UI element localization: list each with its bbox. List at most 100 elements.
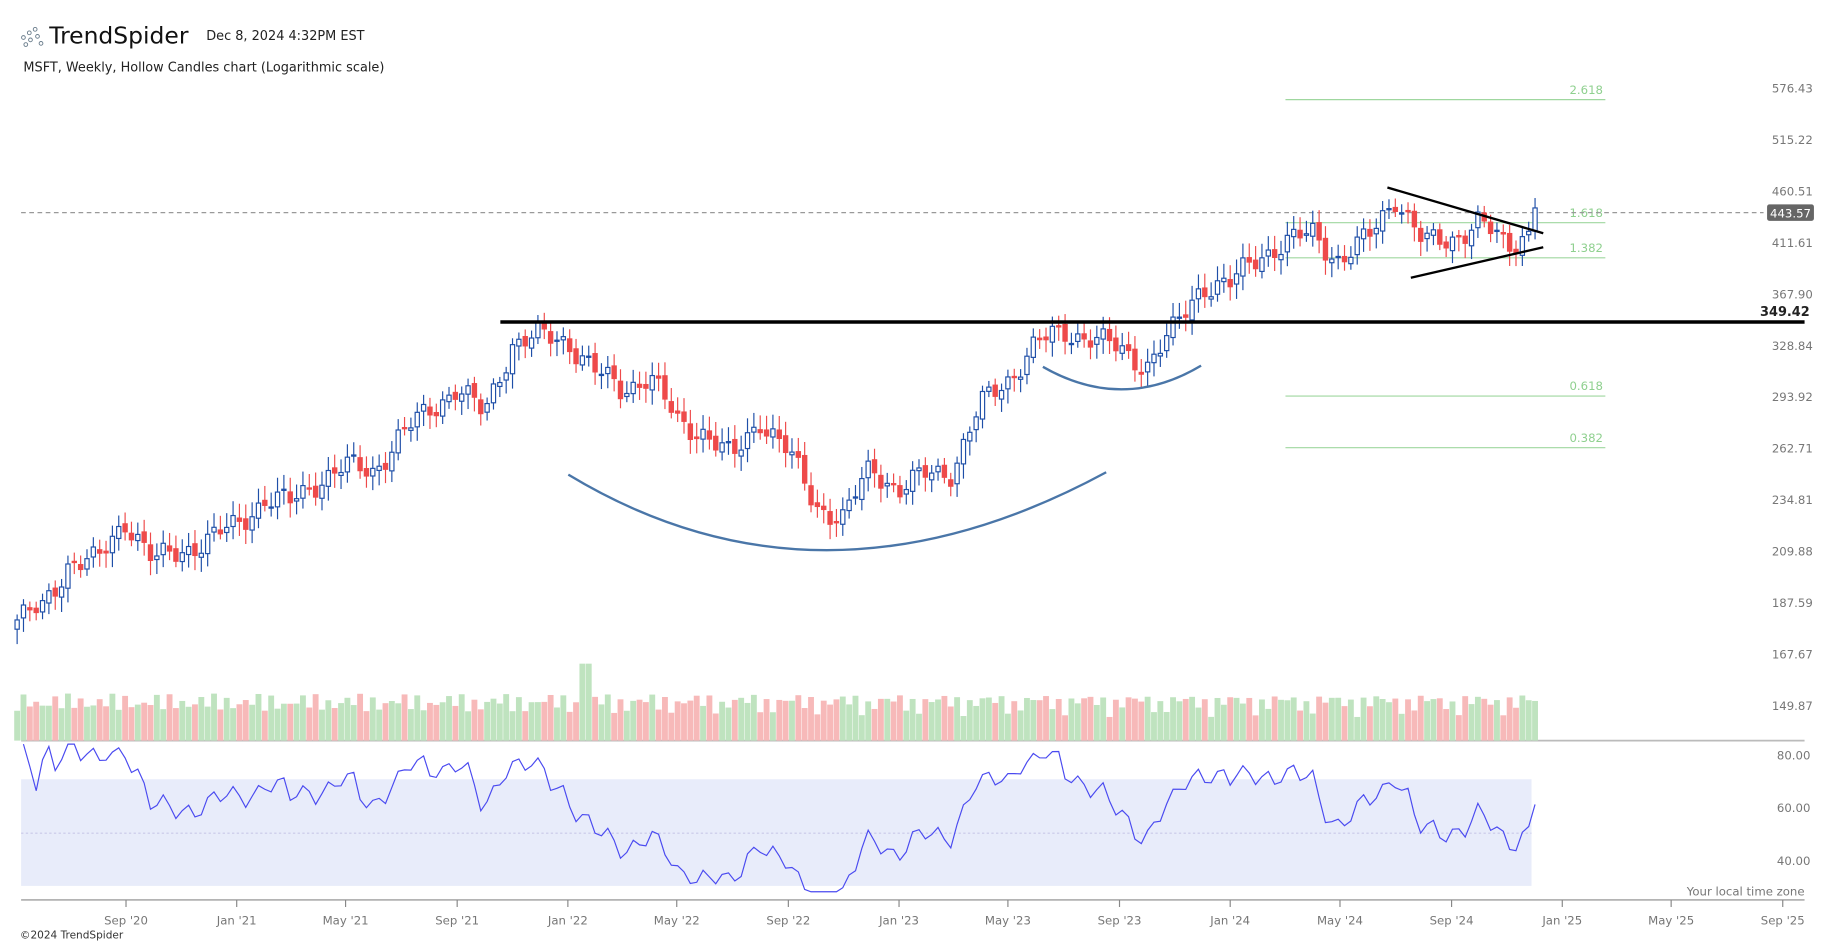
candle-body xyxy=(109,535,116,554)
volume-bar xyxy=(1151,712,1157,741)
candle-body xyxy=(1144,361,1151,373)
volume-bar xyxy=(731,699,738,741)
volume-bar xyxy=(471,699,478,741)
candle xyxy=(605,356,611,389)
candle-body xyxy=(1049,325,1056,343)
candle-body xyxy=(84,558,90,570)
volume-bar xyxy=(344,697,351,741)
candle xyxy=(389,441,395,483)
volume-bar xyxy=(1468,704,1475,741)
candle xyxy=(249,502,255,544)
price-tick-label: 187.59 xyxy=(1772,596,1813,610)
volume-bar xyxy=(414,695,421,741)
candle-body xyxy=(236,517,243,522)
candle-body xyxy=(547,331,554,344)
candle-body xyxy=(1189,299,1195,321)
candle xyxy=(808,472,814,513)
candle xyxy=(732,425,738,468)
volume-bar xyxy=(388,701,395,741)
volume-bar xyxy=(1112,699,1119,741)
candle xyxy=(414,402,420,441)
volume-bar xyxy=(1379,699,1386,741)
candle-body xyxy=(1271,249,1278,259)
candle-body xyxy=(122,523,128,533)
volume-bar xyxy=(134,704,141,741)
candle xyxy=(1195,274,1202,313)
handle-arc[interactable] xyxy=(1042,364,1202,391)
volume-bar xyxy=(623,710,630,741)
candle-body xyxy=(865,460,871,479)
candle xyxy=(1233,259,1240,299)
volume-bar xyxy=(1398,713,1405,741)
candle xyxy=(776,415,782,453)
candle xyxy=(58,578,65,612)
candle-body xyxy=(808,485,814,506)
candle-body xyxy=(859,477,865,501)
candle-body xyxy=(300,485,306,499)
volume-bar xyxy=(1386,702,1392,741)
candle xyxy=(941,457,948,484)
candle xyxy=(262,485,268,512)
volume-bar xyxy=(325,700,332,741)
candle xyxy=(33,601,39,621)
timestamp: Dec 8, 2024 4:32PM EST xyxy=(206,29,364,44)
candle-body xyxy=(135,533,141,542)
cup-arc[interactable] xyxy=(567,471,1107,552)
candle-body xyxy=(471,383,478,398)
volume-bar xyxy=(1252,715,1259,741)
volume-bar xyxy=(1049,709,1056,741)
volume-bar xyxy=(26,706,33,741)
candle xyxy=(1468,223,1475,260)
volume-bar xyxy=(223,697,230,741)
candle-body xyxy=(821,505,827,511)
candle xyxy=(1030,328,1037,364)
volume-bar xyxy=(192,704,198,741)
candle-body xyxy=(738,449,744,457)
volume-bar xyxy=(642,702,649,741)
volume-bar xyxy=(490,698,497,741)
price-tick-label: 209.88 xyxy=(1772,544,1813,558)
volume-bar xyxy=(1036,700,1043,741)
price-tick-label: 411.61 xyxy=(1772,236,1813,250)
volume-bar xyxy=(261,710,268,741)
candle xyxy=(109,525,116,568)
time-tick-label: May '25 xyxy=(1648,914,1694,928)
volume-bar xyxy=(1354,716,1361,741)
candle-body xyxy=(312,485,319,498)
volume-bar xyxy=(1525,700,1532,741)
candle-body xyxy=(338,471,344,476)
candle xyxy=(1329,247,1335,278)
volume-bar xyxy=(966,700,973,741)
candle xyxy=(1424,226,1430,252)
candle xyxy=(643,371,649,403)
candle-body xyxy=(141,531,147,543)
candle-body xyxy=(503,372,509,381)
rsi-tick-label: 80.00 xyxy=(1777,748,1811,762)
candle xyxy=(738,435,744,471)
candle xyxy=(1157,339,1164,367)
volume-bar xyxy=(153,694,160,741)
candle-body xyxy=(1468,229,1475,247)
triangle-lower-line[interactable] xyxy=(1410,246,1544,279)
chart-subtitle: MSFT, Weekly, Hollow Candles chart (Loga… xyxy=(23,61,384,76)
triangle-upper-line[interactable] xyxy=(1387,186,1544,235)
volume-bar xyxy=(820,700,827,741)
candle-body xyxy=(1094,336,1100,345)
volume-bar xyxy=(230,708,237,741)
candle-body xyxy=(973,416,979,431)
candle xyxy=(1278,240,1284,275)
candle-body xyxy=(179,552,185,563)
candle-body xyxy=(630,381,636,395)
candle-body xyxy=(1424,232,1430,240)
volume-bar xyxy=(249,704,256,741)
volume-bar xyxy=(763,699,770,741)
candle-body xyxy=(579,355,586,366)
price-tick-label: 328.84 xyxy=(1772,339,1813,353)
volume-bar xyxy=(909,698,916,741)
volume-bar xyxy=(319,709,325,741)
candle xyxy=(281,474,287,505)
candle-body xyxy=(948,479,954,487)
candle xyxy=(516,332,522,361)
candle-body xyxy=(1005,376,1011,390)
candle-body xyxy=(979,390,986,420)
